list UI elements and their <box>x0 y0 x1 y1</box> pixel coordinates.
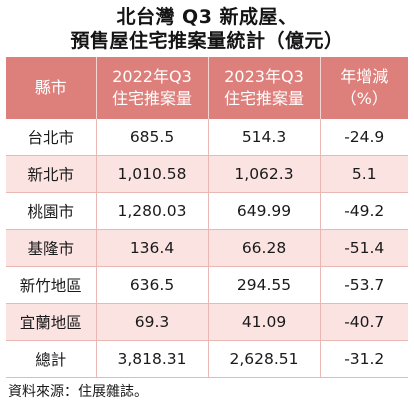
cell-2023q3: 41.09 <box>208 303 321 341</box>
header-2022q3-line1: 2022年Q3 <box>112 67 192 86</box>
cell-change: -31.2 <box>320 340 408 378</box>
cell-change: -53.7 <box>320 266 408 304</box>
cell-city: 新北市 <box>6 155 97 193</box>
header-change-line2: （%） <box>340 89 388 108</box>
cell-change: -40.7 <box>320 303 408 341</box>
source-note: 資料來源：住展雜誌。 <box>8 384 148 400</box>
cell-2022q3: 1,010.58 <box>96 155 209 193</box>
table-title-line1: 北台灣 Q3 新成屋、 <box>116 6 298 28</box>
data-table: 縣市 2022年Q3 住宅推案量 2023年Q3 住宅推案量 年增減 （%） 台… <box>6 57 408 378</box>
header-row: 縣市 2022年Q3 住宅推案量 2023年Q3 住宅推案量 年增減 （%） <box>6 57 408 119</box>
cell-2022q3: 3,818.31 <box>96 340 209 378</box>
header-2022q3-line2: 住宅推案量 <box>111 89 192 108</box>
cell-2022q3: 69.3 <box>96 303 209 341</box>
table-row: 台北市 685.5 514.3 -24.9 <box>6 119 408 156</box>
cell-2023q3: 66.28 <box>208 229 321 267</box>
header-city: 縣市 <box>6 57 97 119</box>
cell-2022q3: 136.4 <box>96 229 209 267</box>
cell-2023q3: 649.99 <box>208 192 321 230</box>
header-change-line1: 年增減 <box>340 67 389 86</box>
cell-2023q3: 2,628.51 <box>208 340 321 378</box>
cell-change: 5.1 <box>320 155 408 193</box>
table-row: 新北市 1,010.58 1,062.3 5.1 <box>6 155 408 193</box>
table-row: 桃園市 1,280.03 649.99 -49.2 <box>6 192 408 230</box>
header-change: 年增減 （%） <box>320 57 408 119</box>
table-title-line2: 預售屋住宅推案量統計（億元） <box>70 30 344 52</box>
cell-city: 宜蘭地區 <box>6 303 97 341</box>
cell-change: -49.2 <box>320 192 408 230</box>
cell-2023q3: 294.55 <box>208 266 321 304</box>
cell-2022q3: 1,280.03 <box>96 192 209 230</box>
cell-city: 桃園市 <box>6 192 97 230</box>
cell-city: 基隆市 <box>6 229 97 267</box>
table-row: 宜蘭地區 69.3 41.09 -40.7 <box>6 303 408 341</box>
table-row-total: 總計 3,818.31 2,628.51 -31.2 <box>6 340 408 378</box>
cell-change: -24.9 <box>320 119 408 156</box>
table-row: 新竹地區 636.5 294.55 -53.7 <box>6 266 408 304</box>
cell-2023q3: 514.3 <box>208 119 321 156</box>
header-2023q3-line2: 住宅推案量 <box>223 89 304 108</box>
cell-2022q3: 685.5 <box>96 119 209 156</box>
header-2022q3: 2022年Q3 住宅推案量 <box>96 57 209 119</box>
header-city-label: 縣市 <box>34 78 67 97</box>
cell-city: 新竹地區 <box>6 266 97 304</box>
cell-change: -51.4 <box>320 229 408 267</box>
cell-2023q3: 1,062.3 <box>208 155 321 193</box>
header-2023q3-line1: 2023年Q3 <box>224 67 304 86</box>
cell-city: 總計 <box>6 340 97 378</box>
cell-city: 台北市 <box>6 119 97 156</box>
table-row: 基隆市 136.4 66.28 -51.4 <box>6 229 408 267</box>
cell-2022q3: 636.5 <box>96 266 209 304</box>
header-2023q3: 2023年Q3 住宅推案量 <box>208 57 321 119</box>
